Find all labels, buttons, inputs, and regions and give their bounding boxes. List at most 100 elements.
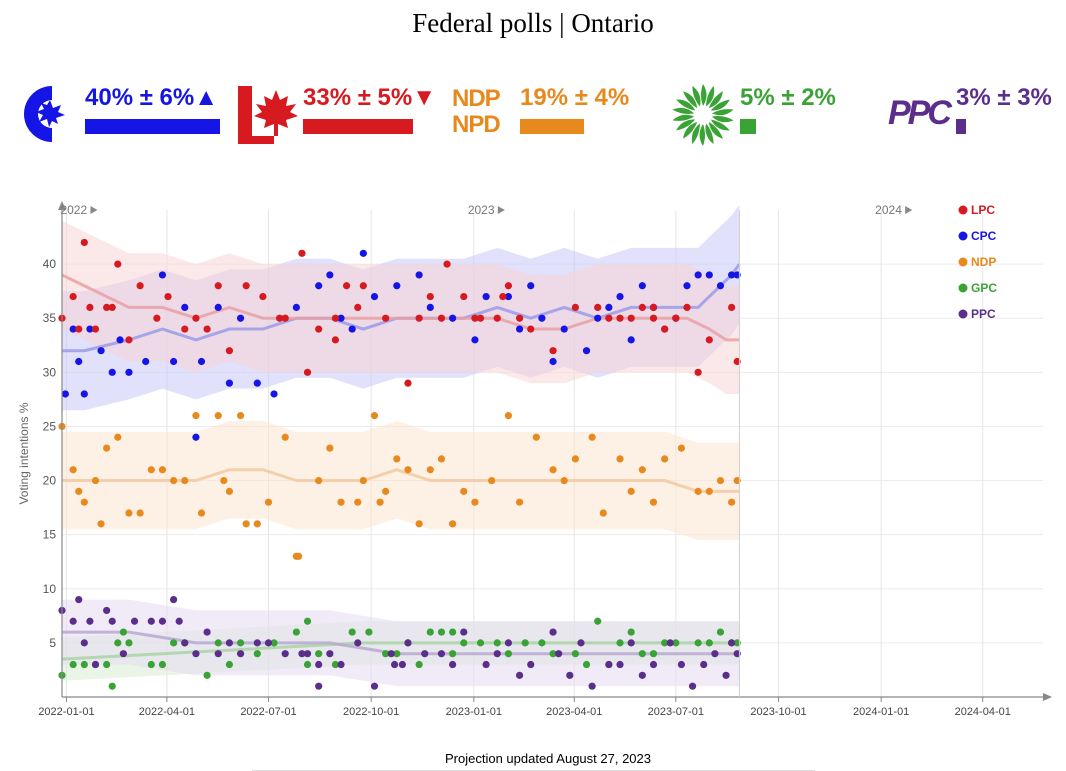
ndp-poll-point bbox=[677, 444, 686, 452]
legend-marker bbox=[958, 205, 968, 215]
ndp-poll-point bbox=[376, 498, 384, 506]
ppc-poll-point bbox=[549, 628, 557, 636]
gpc-poll-point bbox=[203, 671, 211, 679]
x-axis-arrow-icon bbox=[1043, 693, 1052, 701]
ppc-poll-point bbox=[119, 650, 127, 658]
x-tick-label: 2022-01-01 bbox=[38, 706, 94, 718]
gpc-logo-petal bbox=[708, 91, 723, 109]
cpc-poll-point bbox=[158, 271, 167, 279]
cpc-poll-point bbox=[616, 292, 624, 301]
ppc-poll-point bbox=[214, 650, 222, 658]
ndp-poll-point bbox=[571, 455, 579, 463]
ppc-poll-point bbox=[281, 650, 289, 658]
gpc-logo-petal bbox=[708, 121, 723, 139]
ndp-poll-point bbox=[147, 466, 155, 474]
gpc-poll-point bbox=[69, 660, 77, 669]
gpc-poll-point bbox=[672, 639, 680, 647]
ndp-poll-point bbox=[393, 455, 401, 463]
cpc-poll-point bbox=[728, 271, 736, 279]
legend-label: CPC bbox=[971, 229, 997, 243]
ppc-poll-point bbox=[147, 617, 155, 625]
lpc-poll-point bbox=[627, 314, 635, 322]
ndp-poll-point bbox=[337, 498, 345, 506]
ppc-poll-point bbox=[326, 650, 334, 658]
ndp-poll-point bbox=[382, 487, 390, 495]
lpc-poll-point bbox=[281, 314, 289, 322]
ppc-poll-point bbox=[527, 660, 535, 669]
ppc-poll-point bbox=[616, 660, 624, 669]
ndp-poll-point bbox=[599, 509, 607, 517]
ndp-poll-point bbox=[69, 466, 77, 474]
cpc-poll-point bbox=[705, 271, 713, 279]
gpc-poll-point bbox=[638, 650, 646, 658]
lpc-logo bbox=[238, 86, 298, 144]
lpc-trend-down-icon: ▼ bbox=[412, 84, 436, 111]
chart-axes: 5 10 15 20 25 30 35 40 2022-01-01 2022-04-01 2022-… bbox=[17, 201, 1052, 718]
ppc-poll-point bbox=[666, 639, 674, 647]
ndp-poll-point bbox=[220, 476, 228, 485]
lpc-poll-point bbox=[298, 249, 306, 257]
cpc-poll-point bbox=[236, 314, 245, 322]
poll-points bbox=[58, 238, 741, 690]
cpc-poll-point bbox=[214, 303, 222, 311]
lpc-poll-point bbox=[571, 303, 579, 311]
gpc-logo-petal bbox=[683, 121, 698, 139]
ppc-percentage: 3% ± 3% bbox=[956, 84, 1052, 112]
ppc-share-bar bbox=[956, 119, 966, 134]
gpc-logo-petal bbox=[701, 84, 707, 106]
lpc-poll-point bbox=[415, 314, 423, 322]
gpc-poll-point bbox=[521, 639, 529, 647]
gpc-poll-point bbox=[460, 639, 468, 647]
ppc-poll-point bbox=[253, 639, 261, 647]
lpc-poll-point bbox=[515, 314, 524, 322]
ppc-poll-point bbox=[449, 660, 457, 669]
lpc-poll-point bbox=[331, 336, 340, 344]
lpc-poll-point bbox=[527, 325, 535, 333]
cpc-poll-point bbox=[527, 282, 535, 290]
ndp-poll-point bbox=[75, 487, 83, 495]
ppc-poll-point bbox=[69, 617, 77, 625]
ndp-poll-point bbox=[359, 476, 367, 485]
ppc-poll-point bbox=[605, 660, 613, 669]
cpc-poll-point bbox=[97, 347, 105, 355]
ndp-poll-point bbox=[197, 509, 206, 517]
ppc-poll-point bbox=[460, 628, 468, 636]
ndp-poll-point bbox=[449, 520, 457, 528]
ppc-poll-point bbox=[158, 617, 167, 625]
ppc-poll-point bbox=[315, 660, 323, 669]
ndp-poll-point bbox=[426, 466, 434, 474]
gpc-logo-petal bbox=[699, 124, 705, 146]
lpc-poll-point bbox=[75, 325, 83, 333]
ppc-poll-point bbox=[398, 660, 406, 669]
ndp-poll-point bbox=[91, 476, 100, 485]
lpc-poll-point bbox=[136, 282, 144, 290]
year-marker-arrow-icon bbox=[497, 206, 505, 214]
ppc-poll-point bbox=[515, 671, 524, 679]
cpc-poll-point bbox=[86, 325, 94, 333]
gpc-poll-point bbox=[348, 628, 356, 636]
lpc-poll-point bbox=[354, 303, 362, 311]
gpc-trend-line bbox=[61, 641, 740, 661]
legend-marker bbox=[958, 257, 968, 267]
lpc-poll-point bbox=[331, 314, 340, 322]
ppc-poll-point bbox=[103, 606, 111, 615]
ppc-poll-point bbox=[566, 671, 574, 679]
lpc-poll-point bbox=[214, 282, 222, 290]
cpc-poll-point bbox=[370, 292, 379, 301]
ndp-poll-point bbox=[415, 520, 423, 528]
gpc-poll-point bbox=[270, 639, 278, 647]
ppc-poll-point bbox=[170, 596, 178, 604]
ppc-poll-point bbox=[728, 639, 736, 647]
party-cpc: 40% ± 6%▲ bbox=[20, 82, 230, 152]
gpc-poll-point bbox=[594, 617, 602, 625]
cpc-value: 40% ± 6% bbox=[85, 84, 195, 111]
x-tick-label: 2022-10-01 bbox=[343, 706, 399, 718]
gpc-poll-point bbox=[114, 639, 122, 647]
cpc-poll-point bbox=[594, 314, 602, 322]
cpc-poll-point bbox=[192, 433, 200, 441]
ndp-poll-point bbox=[488, 476, 496, 485]
ndp-poll-point bbox=[649, 498, 658, 506]
gpc-poll-point bbox=[125, 639, 133, 647]
gpc-poll-point bbox=[627, 628, 635, 636]
ndp-poll-point bbox=[236, 412, 245, 420]
